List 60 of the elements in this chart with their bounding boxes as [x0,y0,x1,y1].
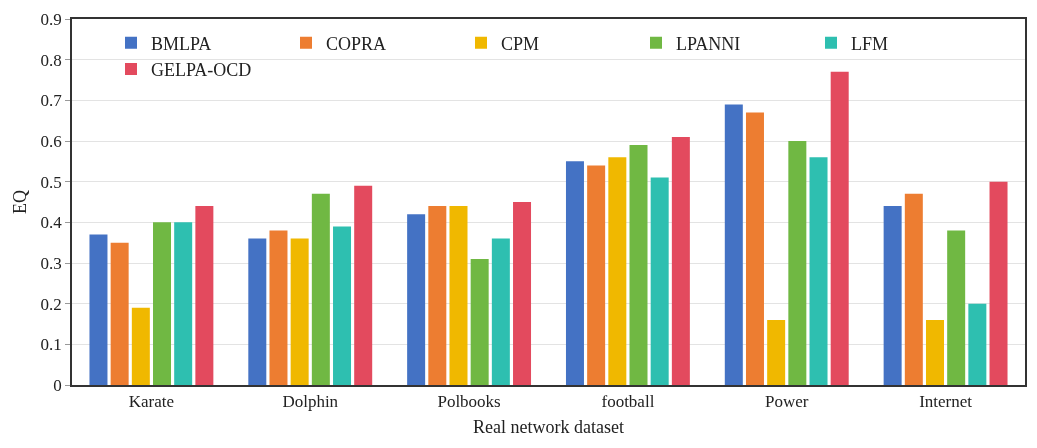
bar [904,193,923,385]
x-tick-label: Polbooks [437,392,501,412]
bar [724,104,743,385]
bar [290,238,309,385]
y-axis-title: EQ [9,190,30,214]
bar [883,206,902,385]
bar [830,71,849,385]
x-tick-label: football [601,392,655,412]
bar [407,214,426,385]
bar [195,206,214,385]
bar [513,202,532,385]
x-tick-label: Dolphin [282,392,339,412]
bar [788,141,807,385]
bar [354,185,373,385]
bar [745,112,764,385]
bar [650,177,669,385]
bar [174,222,193,385]
y-tick-label: 0.4 [40,213,63,233]
bar [311,193,330,385]
bar [89,234,108,385]
legend-label: LPANNI [676,33,741,54]
bar [608,157,627,385]
bar [629,145,648,385]
legend-label: COPRA [326,33,387,54]
bar [989,181,1008,385]
x-tick-label: Power [765,392,809,412]
legend-label: GELPA-OCD [151,60,252,81]
y-tick-label: 0.5 [40,172,62,192]
bar [470,258,489,385]
y-tick-label: 0 [53,375,62,395]
legend-label: LFM [851,33,889,54]
bar [110,242,129,385]
bar [925,319,944,385]
y-tick-label: 0.3 [40,253,62,273]
bar [587,165,606,385]
bar [449,206,468,385]
x-tick-label: Karate [128,392,175,412]
bar [333,226,352,385]
y-tick-label: 0.6 [40,131,62,151]
bar [565,161,584,385]
bar [248,238,267,385]
legend-label: CPM [501,33,540,54]
y-tick-label: 0.9 [40,9,62,29]
bar [947,230,966,385]
y-tick-label: 0.7 [40,91,63,111]
bar [671,136,690,385]
x-axis-title: Real network dataset [473,416,624,437]
bar [428,206,447,385]
x-tick-label: Internet [919,392,973,412]
legend-label: BMLPA [151,33,212,54]
y-tick-label: 0.1 [40,335,62,355]
y-tick-label: 0.2 [40,294,62,314]
bar [968,303,987,385]
bar [131,307,150,385]
bar [153,222,172,385]
bar [491,238,510,385]
bar [767,319,786,385]
bar [809,157,828,385]
y-tick-label: 0.8 [40,50,62,70]
bar [269,230,288,385]
